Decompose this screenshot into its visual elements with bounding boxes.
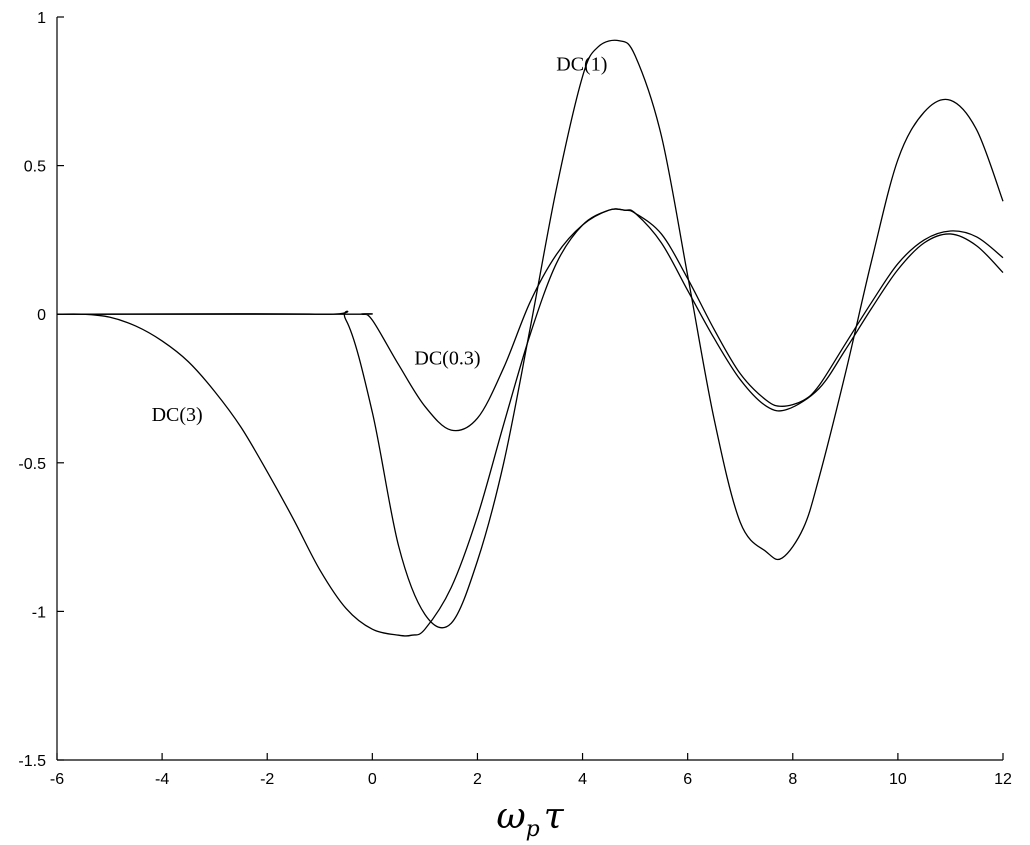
y-tick-label: 0.5 [24, 159, 46, 176]
x-tick-label: 10 [889, 771, 907, 788]
series-annotation: DC(1) [556, 53, 607, 75]
x-tick-label: 0 [368, 771, 377, 788]
x-tick-label: 8 [788, 771, 797, 788]
x-tick-label: 4 [578, 771, 587, 788]
series-line-dc-1 [56, 39, 1004, 629]
series-annotation: DC(3) [152, 404, 203, 426]
y-tick-label: 0 [37, 307, 46, 324]
y-tick-label: -1.5 [18, 753, 46, 770]
y-tick-label: -1 [32, 604, 46, 621]
x-tick-label: 12 [994, 771, 1012, 788]
y-tick-label: -0.5 [18, 456, 46, 473]
x-axis-label-subscript: p [526, 817, 540, 842]
series-line-dc-0-3 [57, 208, 1004, 432]
y-tick-label: 1 [37, 10, 46, 27]
x-tick-label: 6 [683, 771, 692, 788]
x-tick-label: 2 [473, 771, 482, 788]
x-tick-label: -4 [155, 771, 169, 788]
x-axis-label: ωp τ [496, 796, 564, 842]
series-lines [56, 39, 1004, 637]
x-axis-label-tail: τ [544, 796, 565, 837]
x-tick-label: -2 [260, 771, 274, 788]
series-line-dc-3 [56, 208, 1004, 637]
axis-ticks: -6 -4 -2 0 2 4 6 8 10 12 -1.5 -1 -0.5 0 0.5 1 [18, 10, 1012, 788]
series-annotations: DC(1) DC(0.3) DC(3) [152, 53, 608, 426]
x-tick-label: -6 [50, 771, 64, 788]
series-annotation: DC(0.3) [414, 348, 480, 370]
x-axis-label-main: ω [496, 796, 525, 837]
